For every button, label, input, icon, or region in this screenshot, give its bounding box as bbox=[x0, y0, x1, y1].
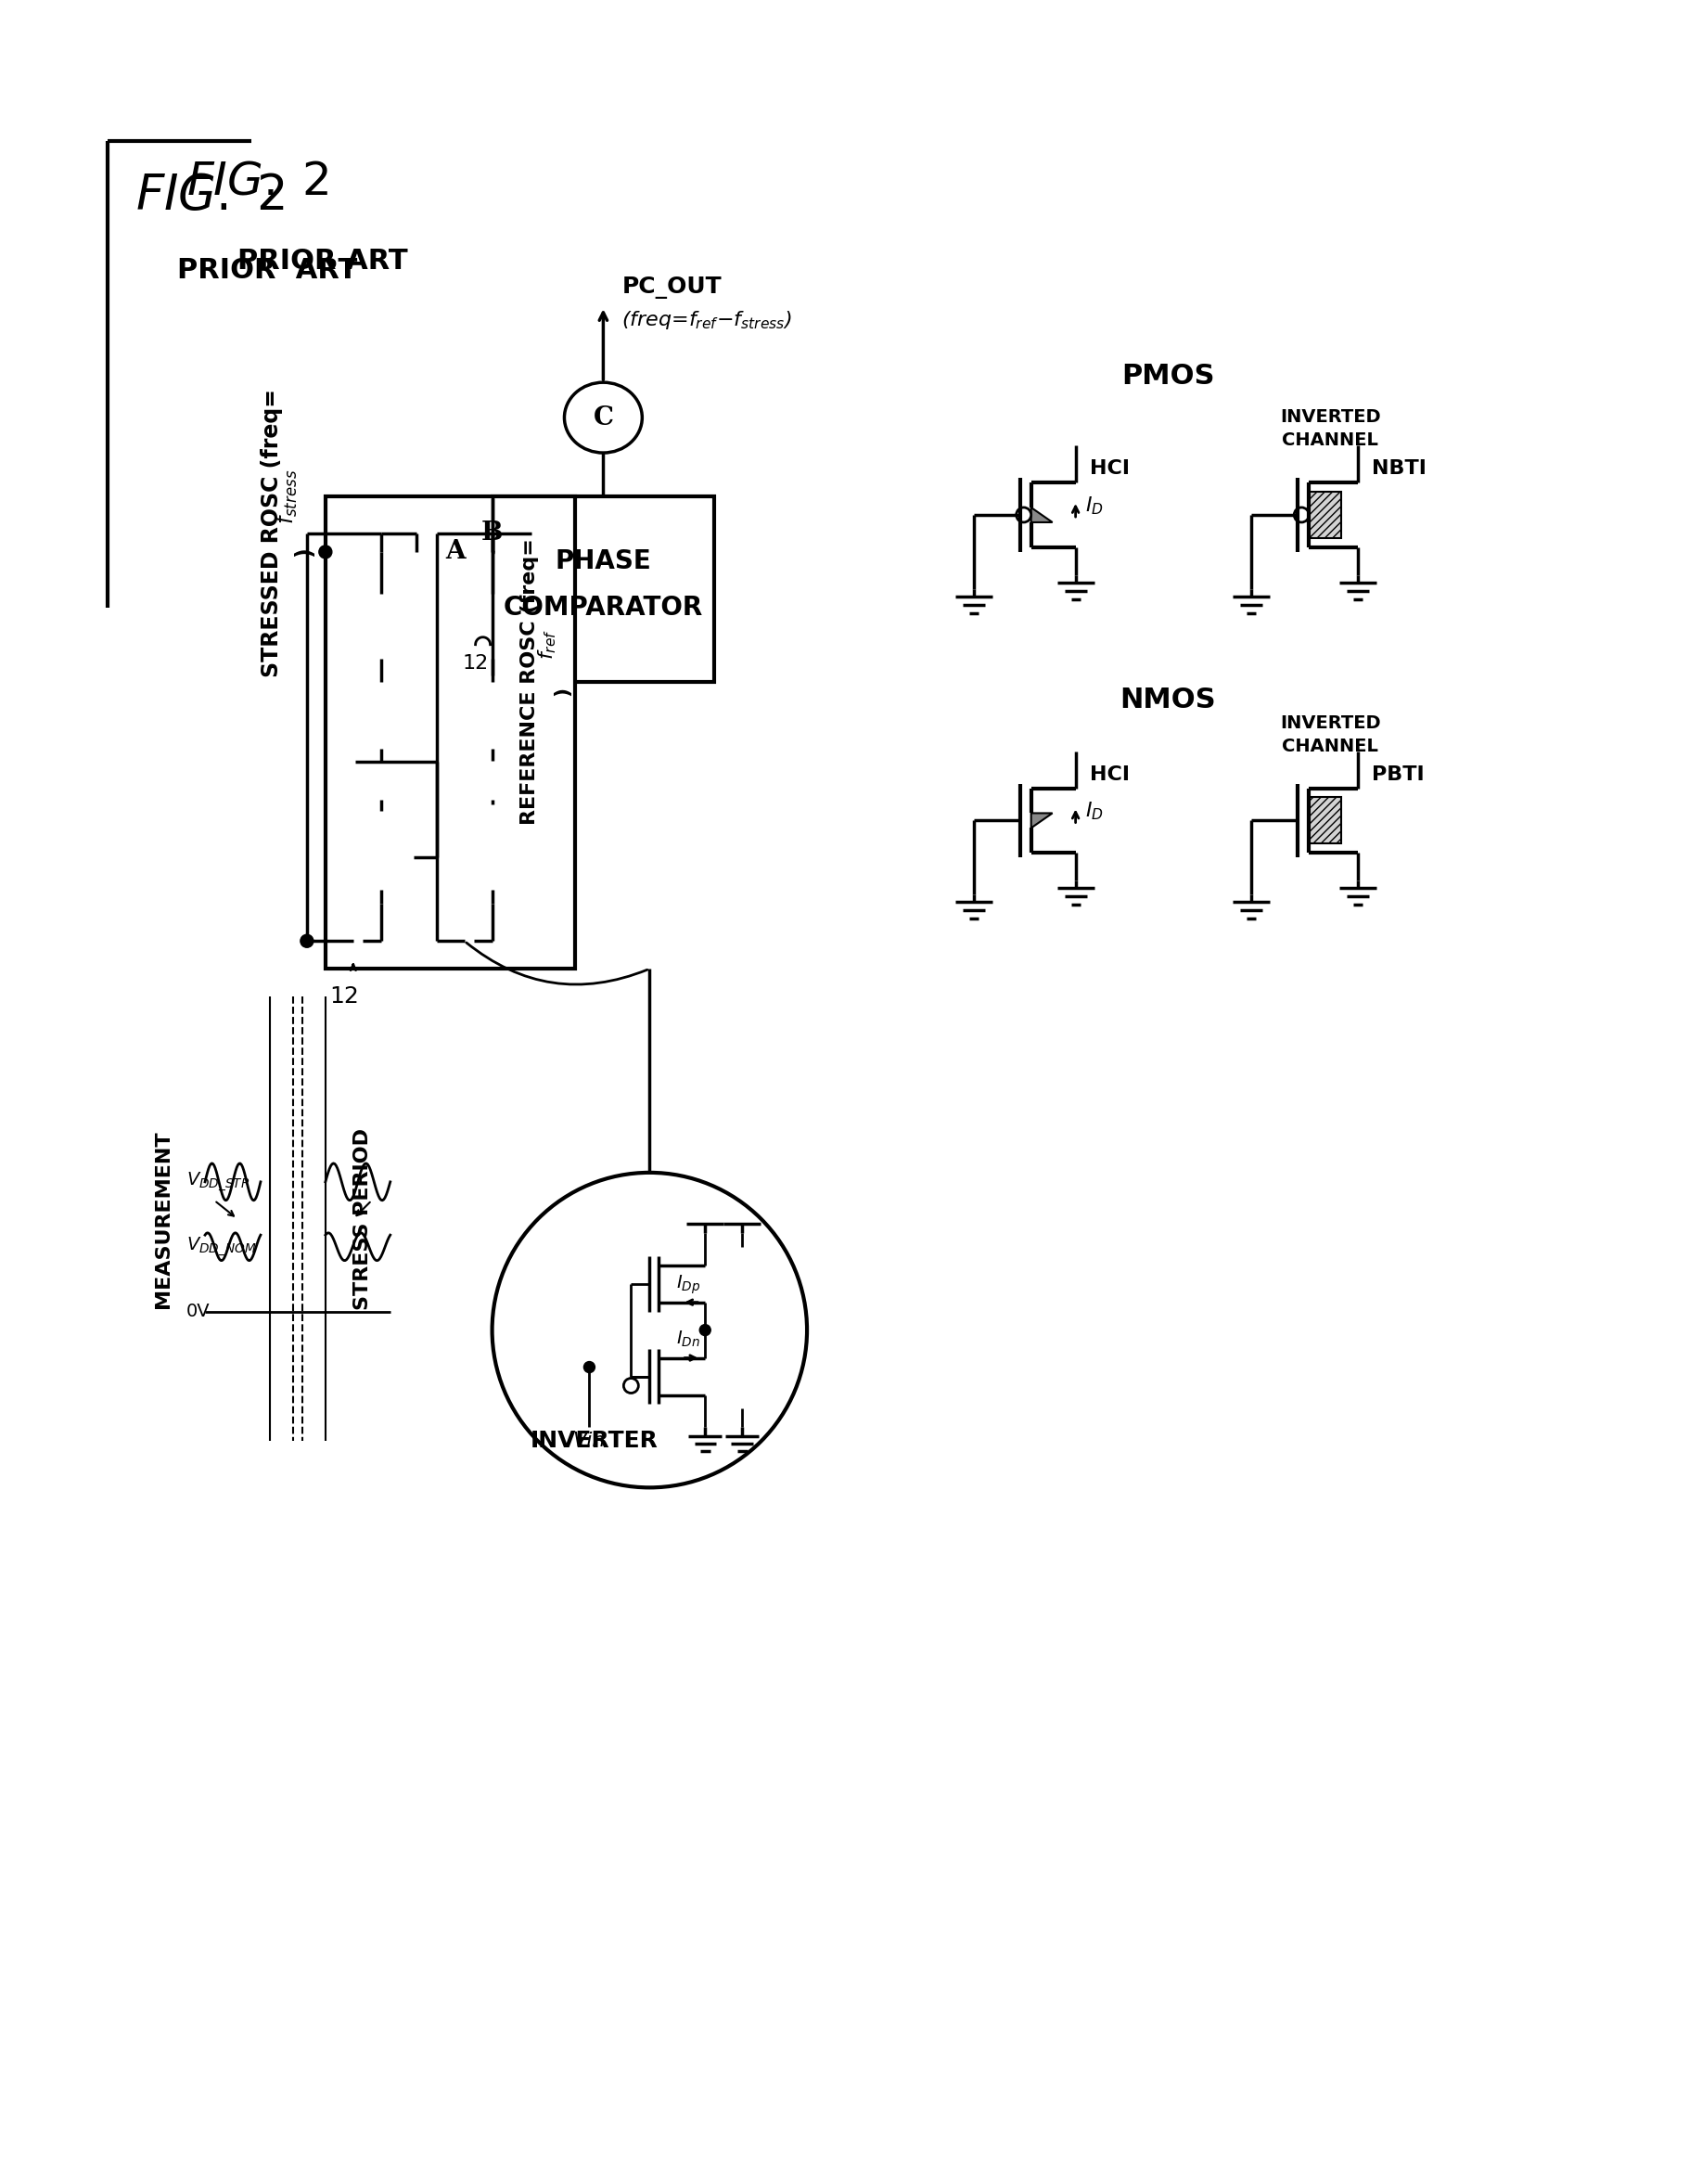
Circle shape bbox=[400, 852, 414, 865]
Text: NBTI: NBTI bbox=[1371, 459, 1427, 478]
Circle shape bbox=[486, 546, 498, 559]
Circle shape bbox=[485, 675, 500, 690]
Circle shape bbox=[301, 935, 314, 948]
Text: NMOS: NMOS bbox=[1120, 686, 1216, 714]
Bar bbox=[326, 496, 576, 970]
Circle shape bbox=[623, 1378, 638, 1393]
Circle shape bbox=[377, 756, 385, 764]
Circle shape bbox=[1294, 507, 1309, 522]
Text: $f_{stress}$: $f_{stress}$ bbox=[275, 470, 299, 524]
Text: $f_{ref}$: $f_{ref}$ bbox=[537, 629, 559, 660]
Text: HCI: HCI bbox=[1089, 764, 1130, 784]
Circle shape bbox=[319, 546, 333, 559]
Circle shape bbox=[377, 769, 385, 778]
Circle shape bbox=[488, 780, 497, 791]
Text: B: B bbox=[481, 520, 503, 546]
Circle shape bbox=[485, 806, 500, 819]
Text: COMPARATOR: COMPARATOR bbox=[503, 594, 703, 620]
Text: $V_{DD\_NOM}$: $V_{DD\_NOM}$ bbox=[186, 1236, 257, 1258]
Text: STRESS PERIOD: STRESS PERIOD bbox=[353, 1127, 372, 1310]
Circle shape bbox=[699, 1324, 711, 1337]
Text: 12: 12 bbox=[329, 985, 358, 1007]
Text: PMOS: PMOS bbox=[1121, 363, 1214, 389]
Circle shape bbox=[377, 769, 385, 780]
Text: MEASUREMENT: MEASUREMENT bbox=[154, 1129, 172, 1308]
Text: PRIOR  ART: PRIOR ART bbox=[177, 258, 358, 284]
Text: $I_{Dn}$: $I_{Dn}$ bbox=[676, 1330, 701, 1350]
Polygon shape bbox=[1030, 812, 1052, 828]
Text: $FIG.\ 2$: $FIG.\ 2$ bbox=[135, 173, 285, 221]
Text: CHANNEL: CHANNEL bbox=[1282, 432, 1378, 450]
Circle shape bbox=[373, 810, 388, 826]
Text: PBTI: PBTI bbox=[1371, 764, 1424, 784]
Text: $I_D$: $I_D$ bbox=[1084, 494, 1103, 518]
Circle shape bbox=[1017, 507, 1030, 522]
Circle shape bbox=[345, 933, 363, 950]
Text: INVERTED: INVERTED bbox=[1280, 408, 1380, 426]
Text: 12: 12 bbox=[463, 653, 488, 673]
Text: PHASE: PHASE bbox=[556, 548, 652, 574]
Text: CHANNEL: CHANNEL bbox=[1282, 738, 1378, 756]
Text: $FIG.\ 2$: $FIG.\ 2$ bbox=[186, 159, 328, 205]
Text: PRIOR ART: PRIOR ART bbox=[238, 247, 407, 275]
Bar bbox=[491, 496, 714, 681]
Text: ): ) bbox=[554, 686, 573, 695]
Text: PC_OUT: PC_OUT bbox=[622, 277, 721, 299]
Text: C: C bbox=[593, 404, 613, 430]
Text: REFERENCE ROSC (freq=: REFERENCE ROSC (freq= bbox=[520, 537, 539, 826]
Circle shape bbox=[488, 756, 497, 764]
Circle shape bbox=[431, 935, 443, 948]
Text: (freq=$f_{ref}$$-$$f_{stress}$): (freq=$f_{ref}$$-$$f_{stress}$) bbox=[622, 310, 792, 332]
Circle shape bbox=[454, 933, 473, 950]
Circle shape bbox=[377, 780, 385, 791]
Text: $V_{DD\_STR}$: $V_{DD\_STR}$ bbox=[186, 1171, 250, 1192]
Text: 0V: 0V bbox=[186, 1302, 209, 1321]
Circle shape bbox=[584, 1361, 595, 1374]
Text: INVERTER: INVERTER bbox=[530, 1431, 659, 1452]
Text: $I_D$: $I_D$ bbox=[1084, 799, 1103, 821]
Bar bbox=[1309, 797, 1341, 843]
Polygon shape bbox=[1030, 507, 1052, 522]
Circle shape bbox=[400, 732, 414, 745]
Circle shape bbox=[373, 681, 388, 697]
Circle shape bbox=[377, 756, 385, 764]
Text: Vin: Vin bbox=[573, 1433, 606, 1450]
Circle shape bbox=[377, 784, 385, 793]
Text: INVERTED: INVERTED bbox=[1280, 714, 1380, 732]
Text: A: A bbox=[444, 539, 464, 563]
Bar bbox=[1309, 491, 1341, 537]
Text: ): ) bbox=[292, 546, 316, 557]
Circle shape bbox=[486, 526, 498, 539]
Text: HCI: HCI bbox=[1089, 459, 1130, 478]
Text: STRESSED ROSC (freq=: STRESSED ROSC (freq= bbox=[260, 389, 282, 677]
Text: $I_{Dp}$: $I_{Dp}$ bbox=[676, 1273, 701, 1295]
Circle shape bbox=[488, 769, 497, 778]
